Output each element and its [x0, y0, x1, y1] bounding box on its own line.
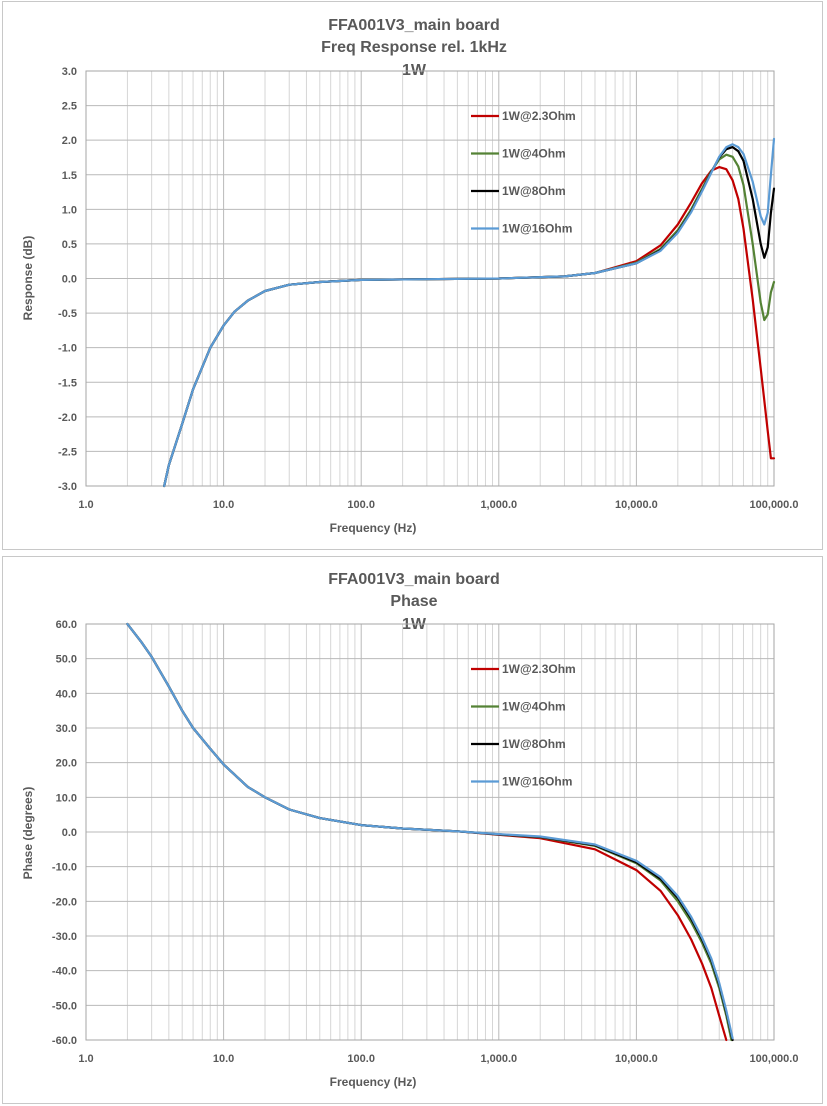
x-tick-label: 1.0 [78, 1053, 93, 1065]
y-tick-label: 40.0 [56, 688, 77, 700]
y-tick-label: 3.0 [62, 66, 77, 78]
y-tick-label: -1.0 [58, 343, 77, 355]
series-line [163, 166, 776, 488]
y-tick-label: 50.0 [56, 654, 77, 666]
series-lines [163, 137, 776, 488]
y-tick-label: -20.0 [52, 896, 77, 908]
series-line [163, 137, 776, 488]
y-tick-label: 10.0 [56, 792, 77, 804]
x-tick-label: 100,000.0 [750, 1053, 799, 1065]
chart-title-line-2: Freq Response rel. 1kHz [321, 39, 507, 56]
tick-labels: 3.0 2.5 2.0 1.5 1.0 0.5 0.0 -0.5 -1.0 -1.5 -2.0 -2.… [58, 66, 798, 511]
y-tick-label: 1.5 [62, 170, 77, 182]
y-tick-label: -1.5 [58, 377, 77, 389]
y-tick-label: 30.0 [56, 723, 77, 735]
x-axis-title: Frequency (Hz) [330, 1075, 417, 1089]
series-line [163, 146, 776, 488]
chart-title-line-1: FFA001V3_main board [328, 571, 500, 588]
y-axis-title: Response (dB) [21, 236, 35, 321]
series-line [126, 622, 734, 1040]
y-axis-title: Phase (degrees) [21, 787, 35, 880]
y-tick-label: -40.0 [52, 966, 77, 978]
legend-label: 1W@16Ohm [502, 775, 572, 789]
x-tick-label: 1,000.0 [480, 499, 517, 511]
y-tick-label: -30.0 [52, 931, 77, 943]
grid [85, 623, 775, 1041]
series-lines [126, 622, 734, 1042]
legend-label: 1W@16Ohm [502, 222, 572, 236]
x-tick-label: 1,000.0 [480, 1053, 517, 1065]
y-tick-label: -50.0 [52, 1000, 77, 1012]
x-tick-label: 100.0 [347, 499, 375, 511]
x-tick-label: 1.0 [78, 499, 93, 511]
y-tick-label: -0.5 [58, 308, 77, 320]
y-tick-label: 2.5 [62, 101, 77, 113]
x-tick-label: 10,000.0 [615, 1053, 658, 1065]
legend-label: 1W@8Ohm [502, 737, 566, 751]
plot-area [85, 623, 775, 1041]
x-tick-label: 100.0 [347, 1053, 375, 1065]
x-tick-label: 10,000.0 [615, 499, 658, 511]
y-tick-label: -2.0 [58, 412, 77, 424]
x-tick-label: 10.0 [213, 499, 234, 511]
x-tick-label: 10.0 [213, 1053, 234, 1065]
plot-area [85, 70, 775, 487]
y-tick-label: 0.0 [62, 827, 77, 839]
phase-chart-panel: FFA001V3_main board Phase 1W Frequency (… [2, 556, 823, 1104]
x-tick-label: 100,000.0 [750, 499, 799, 511]
legend-label: 1W@4Ohm [502, 700, 566, 714]
legend: 1W@2.3Ohm 1W@4Ohm 1W@8Ohm 1W@16Ohm [471, 109, 576, 236]
y-tick-label: 1.0 [62, 204, 77, 216]
legend-label: 1W@2.3Ohm [502, 109, 576, 123]
response-chart: FFA001V3_main board Freq Response rel. 1… [21, 17, 798, 535]
legend-label: 1W@2.3Ohm [502, 662, 576, 676]
legend-label: 1W@8Ohm [502, 184, 566, 198]
y-tick-label: -60.0 [52, 1035, 77, 1047]
y-tick-label: -3.0 [58, 481, 77, 493]
chart-title-line-2: Phase [390, 593, 437, 610]
legend: 1W@2.3Ohm 1W@4Ohm 1W@8Ohm 1W@16Ohm [471, 662, 576, 789]
y-tick-label: 0.5 [62, 239, 77, 251]
y-tick-label: -2.5 [58, 446, 77, 458]
y-tick-label: 60.0 [56, 619, 77, 631]
x-axis-title: Frequency (Hz) [330, 521, 417, 535]
legend-label: 1W@4Ohm [502, 147, 566, 161]
series-line [163, 153, 776, 488]
y-tick-label: -10.0 [52, 862, 77, 874]
y-tick-label: 0.0 [62, 274, 77, 286]
tick-labels: 60.0 50.0 40.0 30.0 20.0 10.0 0.0 -10.0 -20.0 -30… [52, 619, 799, 1065]
chart-title-line-1: FFA001V3_main board [328, 17, 500, 34]
phase-chart: FFA001V3_main board Phase 1W Frequency (… [21, 571, 799, 1089]
response-chart-panel: FFA001V3_main board Freq Response rel. 1… [2, 1, 823, 550]
y-tick-label: 2.0 [62, 135, 77, 147]
y-tick-label: 20.0 [56, 758, 77, 770]
